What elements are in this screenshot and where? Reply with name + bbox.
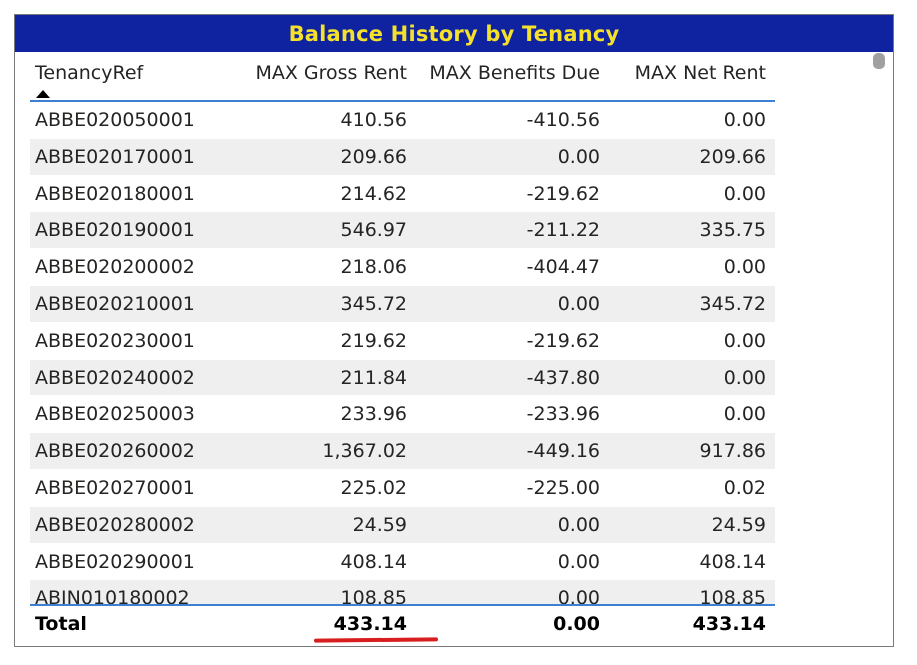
max-gross-rent-cell: 546.97 xyxy=(340,219,407,242)
tenancy-ref-cell: ABBE020170001 xyxy=(35,145,195,168)
max-gross-rent-cell: 1,367.02 xyxy=(322,440,407,463)
max-benefits-due-cell: -211.22 xyxy=(526,219,600,242)
visual-title: Balance History by Tenancy xyxy=(288,21,620,46)
table-row[interactable]: ABBE020170001 209.66 0.00 209.66 xyxy=(30,138,775,176)
max-gross-rent-cell: 214.62 xyxy=(340,182,407,205)
tenancy-ref-cell: ABBE020050001 xyxy=(35,109,195,131)
table-body-viewport[interactable]: TenancyRef MAX Gross Rent MAX Benefits D… xyxy=(30,53,775,605)
max-gross-rent-cell: 233.96 xyxy=(340,403,407,426)
tenancy-ref-cell: ABBE020290001 xyxy=(35,550,195,573)
table-row[interactable]: ABBE020190001 546.97 -211.22 335.75 xyxy=(30,212,775,250)
max-gross-rent-cell: 209.66 xyxy=(340,145,407,168)
table-row[interactable]: ABBE020210001 345.72 0.00 345.72 xyxy=(30,285,775,323)
max-net-rent-cell: 335.75 xyxy=(699,219,766,242)
table-row[interactable]: ABBE020260002 1,367.02 -449.16 917.86 xyxy=(30,433,775,470)
max-net-rent-cell: 0.00 xyxy=(723,256,766,279)
max-gross-rent-cell: 225.02 xyxy=(340,476,407,499)
max-net-rent-cell: 0.00 xyxy=(723,366,766,389)
tenancy-ref-cell: ABBE020240002 xyxy=(35,366,195,389)
max-gross-rent-cell: 408.14 xyxy=(340,550,407,573)
tenancy-ref-cell: ABBE020270001 xyxy=(35,476,195,499)
max-gross-rent-cell: 345.72 xyxy=(340,292,407,315)
max-net-rent-cell: 24.59 xyxy=(711,513,766,536)
max-net-rent-cell: 917.86 xyxy=(699,440,766,463)
max-net-rent-cell: 0.02 xyxy=(723,476,766,499)
max-net-rent-cell: 0.00 xyxy=(723,403,766,426)
max-gross-rent-cell: 108.85 xyxy=(340,587,407,605)
total-max-net-rent: 433.14 xyxy=(692,613,766,635)
max-gross-rent-cell: 218.06 xyxy=(340,256,407,279)
table-row[interactable]: ABBE020280002 24.59 0.00 24.59 xyxy=(30,506,775,544)
max-gross-rent-cell: 24.59 xyxy=(352,513,407,536)
max-net-rent-cell: 0.00 xyxy=(723,329,766,352)
vertical-scrollbar-thumb[interactable] xyxy=(873,53,885,69)
table-row[interactable]: ABBE020180001 214.62 -219.62 0.00 xyxy=(30,175,775,213)
table-row[interactable]: ABIN010180002 108.85 0.00 108.85 xyxy=(30,580,775,605)
max-benefits-due-cell: -437.80 xyxy=(526,366,600,389)
tenancy-ref-cell: ABBE020250003 xyxy=(35,403,195,426)
visual-title-bar: Balance History by Tenancy xyxy=(15,15,893,52)
sort-ascending-icon[interactable] xyxy=(36,90,50,98)
tenancy-ref-cell: ABBE020200002 xyxy=(35,256,195,279)
tenancy-ref-cell: ABBE020230001 xyxy=(35,329,195,352)
total-max-gross-rent: 433.14 xyxy=(333,613,407,635)
table-row[interactable]: ABBE020290001 408.14 0.00 408.14 xyxy=(30,543,775,581)
tenancy-ref-cell: ABBE020180001 xyxy=(35,182,195,205)
column-header-tenancyref[interactable]: TenancyRef xyxy=(35,62,144,84)
max-benefits-due-cell: 0.00 xyxy=(557,292,600,315)
max-gross-rent-cell: 211.84 xyxy=(340,366,407,389)
max-benefits-due-cell: 0.00 xyxy=(557,145,600,168)
table-row[interactable]: ABBE020200002 218.06 -404.47 0.00 xyxy=(30,249,775,286)
column-header-max-benefits-due[interactable]: MAX Benefits Due xyxy=(429,62,600,84)
max-benefits-due-cell: 0.00 xyxy=(557,550,600,573)
column-header-max-net-rent[interactable]: MAX Net Rent xyxy=(634,62,766,84)
max-net-rent-cell: 345.72 xyxy=(699,292,766,315)
total-label: Total xyxy=(35,613,87,635)
table-visual: Balance History by Tenancy TenancyRef MA… xyxy=(14,14,894,647)
max-net-rent-cell: 108.85 xyxy=(699,587,766,605)
tenancy-ref-cell: ABBE020280002 xyxy=(35,513,195,536)
max-benefits-due-cell: -404.47 xyxy=(526,256,600,279)
tenancy-ref-cell: ABBE020210001 xyxy=(35,292,195,315)
table-row[interactable]: ABBE020240002 211.84 -437.80 0.00 xyxy=(30,359,775,397)
column-header-max-gross-rent[interactable]: MAX Gross Rent xyxy=(255,62,407,84)
table-rows: ABBE020050001 410.56 -410.56 0.00 ABBE020170… xyxy=(30,102,775,605)
total-max-benefits-due: 0.00 xyxy=(553,613,600,635)
max-benefits-due-cell: 0.00 xyxy=(557,587,600,605)
table-row[interactable]: ABBE020250003 233.96 -233.96 0.00 xyxy=(30,396,775,434)
max-benefits-due-cell: -233.96 xyxy=(526,403,600,426)
max-benefits-due-cell: -219.62 xyxy=(526,182,600,205)
table-row[interactable]: ABBE020050001 410.56 -410.56 0.00 xyxy=(30,102,775,139)
max-net-rent-cell: 408.14 xyxy=(699,550,766,573)
tenancy-ref-cell: ABBE020260002 xyxy=(35,440,195,463)
tenancy-ref-cell: ABBE020190001 xyxy=(35,219,195,242)
red-underline-annotation xyxy=(313,637,439,643)
max-gross-rent-cell: 219.62 xyxy=(340,329,407,352)
max-benefits-due-cell: -219.62 xyxy=(526,329,600,352)
table-row[interactable]: ABBE020230001 219.62 -219.62 0.00 xyxy=(30,322,775,360)
max-benefits-due-cell: 0.00 xyxy=(557,513,600,536)
table-total-row: Total 433.14 0.00 433.14 xyxy=(30,604,775,644)
max-net-rent-cell: 0.00 xyxy=(723,182,766,205)
tenancy-ref-cell: ABIN010180002 xyxy=(35,587,190,605)
max-benefits-due-cell: -449.16 xyxy=(526,440,600,463)
max-gross-rent-cell: 410.56 xyxy=(340,109,407,131)
max-net-rent-cell: 0.00 xyxy=(723,109,766,131)
table-row[interactable]: ABBE020270001 225.02 -225.00 0.02 xyxy=(30,469,775,507)
max-benefits-due-cell: -410.56 xyxy=(526,109,600,131)
table-header-row: TenancyRef MAX Gross Rent MAX Benefits D… xyxy=(30,53,775,102)
max-benefits-due-cell: -225.00 xyxy=(526,476,600,499)
max-net-rent-cell: 209.66 xyxy=(699,145,766,168)
